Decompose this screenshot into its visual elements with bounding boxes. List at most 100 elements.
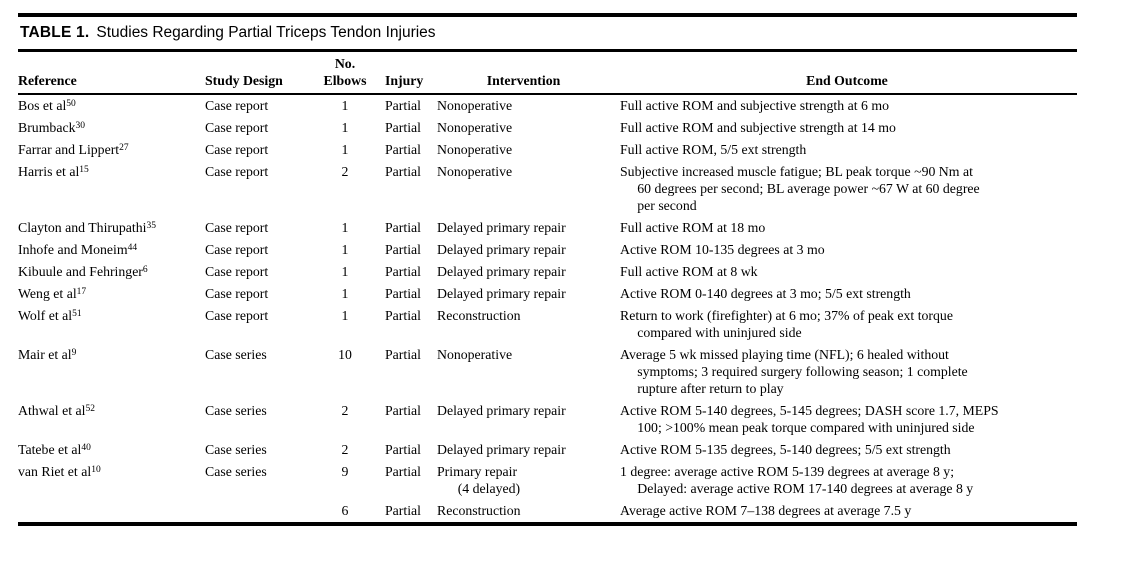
reference-text: Kibuule and Fehringer	[18, 264, 143, 279]
table-row: 6 Partial Reconstruction Average active …	[18, 500, 1077, 522]
study-design-cell: Case report	[205, 164, 269, 179]
reference-cell: Inhofe and Moneim44	[18, 239, 205, 261]
reference-cell: Tatebe et al40	[18, 439, 205, 461]
reference-cell: Bos et al50	[18, 94, 205, 117]
citation-superscript: 50	[66, 99, 76, 109]
reference-cell: Mair et al9	[18, 344, 205, 400]
reference-text: Clayton and Thirupathi	[18, 220, 147, 235]
end-outcome-cell: Subjective increased muscle fatigue; BL …	[620, 164, 980, 213]
no-elbows-cell: 2	[341, 403, 349, 418]
citation-superscript: 40	[81, 443, 91, 453]
header-row: Reference Study Design No. Elbows Injury…	[18, 51, 1077, 95]
reference-cell: Clayton and Thirupathi35	[18, 217, 205, 239]
injury-cell: Partial	[385, 242, 422, 257]
end-outcome-cell: Full active ROM and subjective strength …	[620, 120, 896, 135]
journal-table-figure: TABLE 1. Studies Regarding Partial Tricep…	[18, 13, 1077, 526]
end-outcome-cell: Full active ROM at 18 mo	[620, 220, 766, 235]
study-design-cell	[205, 500, 317, 522]
intervention-cell: Nonoperative	[437, 142, 513, 157]
injury-cell: Partial	[385, 120, 422, 135]
intervention-cell: Primary repair (4 delayed)	[437, 464, 521, 496]
reference-cell: Wolf et al51	[18, 305, 205, 344]
no-elbows-cell: 6	[341, 503, 349, 518]
no-elbows-cell: 2	[341, 442, 349, 457]
no-elbows-cell: 1	[341, 242, 349, 257]
injury-cell: Partial	[385, 142, 422, 157]
header-intervention: Intervention	[430, 51, 617, 95]
reference-text: van Riet et al	[18, 464, 92, 479]
injury-cell: Partial	[385, 464, 422, 479]
citation-superscript: 35	[146, 221, 157, 231]
no-elbows-cell: 10	[338, 347, 352, 362]
top-rule	[18, 13, 1077, 17]
end-outcome-cell: Active ROM 10-135 degrees at 3 mo	[620, 242, 825, 257]
end-outcome-cell: Active ROM 5-140 degrees, 5-145 degrees;…	[620, 403, 999, 435]
intervention-cell: Nonoperative	[437, 164, 513, 179]
study-design-cell: Case report	[205, 264, 269, 279]
citation-superscript: 30	[75, 121, 85, 131]
table-row: Brumback30 Case report 1 Partial Nonoper…	[18, 117, 1077, 139]
no-elbows-cell: 1	[341, 120, 349, 135]
intervention-cell: Delayed primary repair	[437, 403, 566, 418]
reference-text: Weng et al	[18, 286, 77, 301]
reference-text: Wolf et al	[18, 308, 73, 323]
study-design-cell: Case report	[205, 242, 269, 257]
intervention-cell: Reconstruction	[437, 308, 521, 323]
table-row: Farrar and Lippert27 Case report 1 Parti…	[18, 139, 1077, 161]
end-outcome-cell: Active ROM 5-135 degrees, 5-140 degrees;…	[620, 442, 951, 457]
reference-text: Harris et al	[18, 164, 80, 179]
injury-cell: Partial	[385, 308, 422, 323]
table-body: Bos et al50 Case report 1 Partial Nonope…	[18, 94, 1077, 522]
studies-table: Reference Study Design No. Elbows Injury…	[18, 51, 1077, 522]
citation-superscript: 15	[79, 165, 89, 175]
table-row: Weng et al17 Case report 1 Partial Delay…	[18, 283, 1077, 305]
no-elbows-cell: 1	[341, 308, 349, 323]
end-outcome-cell: Average active ROM 7–138 degrees at aver…	[620, 503, 912, 518]
table-row: Inhofe and Moneim44 Case report 1 Partia…	[18, 239, 1077, 261]
intervention-cell: Delayed primary repair	[437, 442, 566, 457]
intervention-cell: Nonoperative	[437, 98, 513, 113]
intervention-cell: Delayed primary repair	[437, 286, 566, 301]
injury-cell: Partial	[385, 164, 422, 179]
citation-superscript: 17	[76, 287, 87, 297]
reference-cell: Brumback30	[18, 117, 205, 139]
citation-superscript: 10	[91, 465, 101, 475]
no-elbows-cell: 1	[341, 98, 349, 113]
table-number: TABLE 1.	[20, 24, 90, 41]
table-row: Clayton and Thirupathi35 Case report 1 P…	[18, 217, 1077, 239]
header-study-design: Study Design	[205, 51, 317, 95]
table-row: Wolf et al51 Case report 1 Partial Recon…	[18, 305, 1077, 344]
table-row: van Riet et al10 Case series 9 Partial P…	[18, 461, 1077, 500]
study-design-cell: Case report	[205, 98, 269, 113]
title-divider-rule	[18, 49, 1077, 52]
end-outcome-cell: Full active ROM at 8 wk	[620, 264, 758, 279]
citation-superscript: 27	[119, 143, 129, 153]
reference-cell: Kibuule and Fehringer6	[18, 261, 205, 283]
study-design-cell: Case report	[205, 286, 269, 301]
injury-cell: Partial	[385, 286, 422, 301]
header-reference: Reference	[18, 51, 205, 95]
end-outcome-cell: Return to work (firefighter) at 6 mo; 37…	[620, 308, 953, 340]
no-elbows-cell: 1	[341, 220, 349, 235]
injury-cell: Partial	[385, 442, 422, 457]
no-elbows-cell: 1	[341, 264, 349, 279]
injury-cell: Partial	[385, 403, 422, 418]
table-row: Harris et al15 Case report 2 Partial Non…	[18, 161, 1077, 217]
study-design-cell: Case series	[205, 403, 267, 418]
study-design-cell: Case series	[205, 347, 267, 362]
study-design-cell: Case report	[205, 308, 269, 323]
reference-text: Brumback	[18, 120, 76, 135]
citation-superscript: 9	[71, 348, 77, 358]
injury-cell: Partial	[385, 220, 422, 235]
no-elbows-cell: 2	[341, 164, 349, 179]
reference-cell: Weng et al17	[18, 283, 205, 305]
no-elbows-cell: 1	[341, 142, 349, 157]
bottom-rule	[18, 521, 1077, 526]
injury-cell: Partial	[385, 347, 422, 362]
injury-cell: Partial	[385, 264, 422, 279]
reference-text: Mair et al	[18, 347, 72, 362]
reference-cell: Farrar and Lippert27	[18, 139, 205, 161]
citation-superscript: 52	[85, 404, 95, 414]
header-end-outcome: End Outcome	[617, 51, 1077, 95]
end-outcome-cell: 1 degree: average active ROM 5-139 degre…	[620, 464, 974, 496]
